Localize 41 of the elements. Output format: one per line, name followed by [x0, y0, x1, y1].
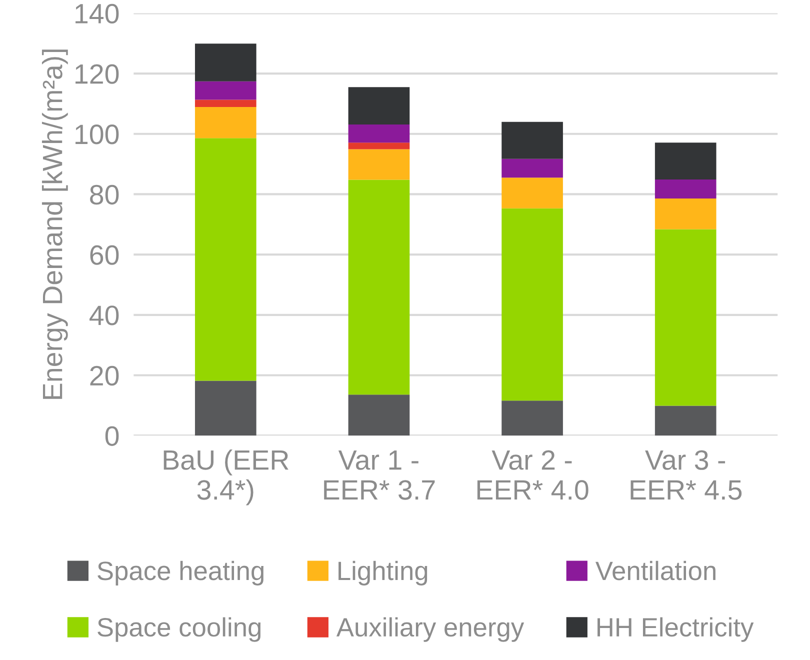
legend-label: Auxiliary energy	[336, 617, 524, 642]
bar	[194, 44, 256, 82]
legend-label: Lighting	[338, 560, 428, 586]
bar	[194, 138, 256, 381]
y-tick-label: 60	[90, 245, 119, 265]
bar	[654, 142, 716, 180]
y-tick-label: 100	[76, 124, 119, 144]
bar	[348, 394, 410, 436]
legend-label: Space heating	[98, 560, 264, 586]
y-tick-label: 20	[90, 366, 119, 386]
x-tick-label: BaU (EER 3.4*)	[164, 449, 288, 506]
bar	[348, 142, 410, 150]
bar	[502, 122, 563, 159]
bar	[194, 380, 256, 436]
bar	[194, 81, 256, 100]
x-tick-label: Var 1 - EER* 3.7	[324, 450, 435, 500]
bar	[194, 107, 256, 138]
bar	[348, 149, 410, 180]
x-tick-label: Var 2 - EER* 4.0	[477, 450, 588, 500]
y-axis-title: Energy Demand [kWh/(m²a)]	[42, 50, 68, 399]
legend-label: HH Electricity	[598, 617, 754, 642]
bar	[194, 100, 256, 108]
y-tick-label: 80	[90, 184, 119, 205]
bar	[348, 124, 410, 143]
bar	[654, 406, 716, 436]
legend-label: Space cooling	[98, 617, 260, 642]
y-tick-label: 120	[76, 64, 119, 84]
bar	[348, 180, 410, 395]
x-tick-label: Var 3 - EER* 4.5	[630, 450, 742, 500]
y-tick-label: 0	[105, 426, 119, 446]
bar	[654, 198, 716, 230]
bar	[502, 208, 563, 401]
bar	[348, 87, 410, 125]
legend-label: Ventilation	[595, 560, 716, 580]
y-tick-label: 40	[90, 306, 119, 326]
bar	[654, 179, 716, 198]
bar	[502, 178, 563, 208]
bar	[502, 400, 563, 436]
bar	[654, 229, 716, 406]
bar	[502, 158, 563, 178]
y-tick-label: 140	[76, 4, 119, 24]
